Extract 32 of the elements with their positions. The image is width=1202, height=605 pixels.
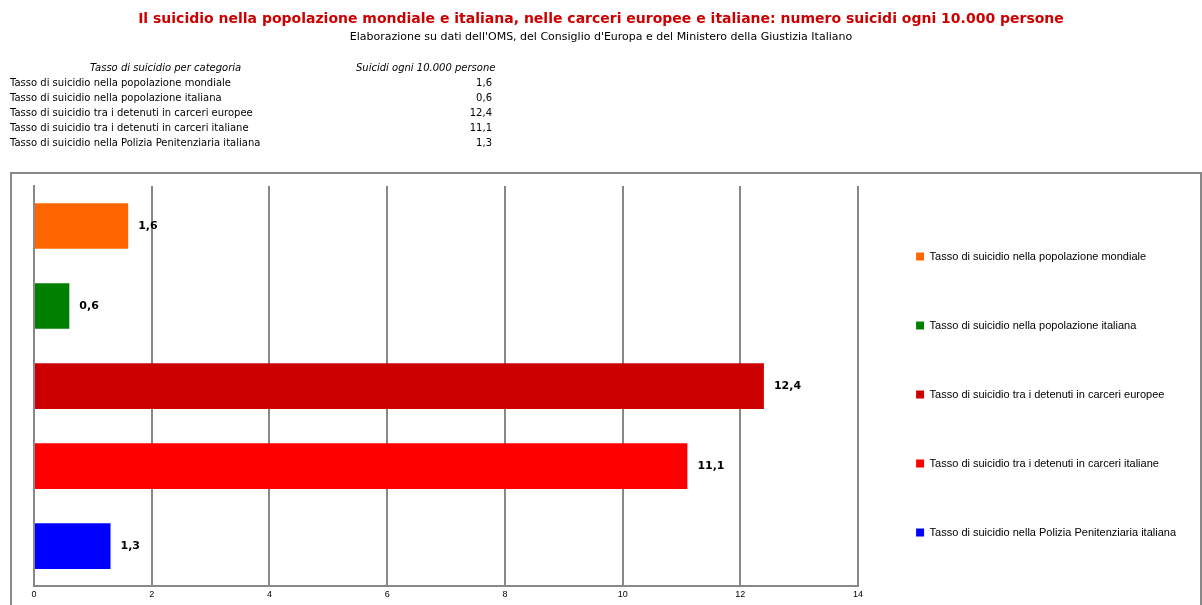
legend-label: Tasso di suicidio tra i detenuti in carceri italiane (929, 456, 1159, 469)
x-tick-label: 12 (735, 589, 746, 600)
text: Suicidi ogni 10.000 persone (355, 62, 497, 75)
text: Tasso di suicidio tra i detenuti in carceri europee (10, 107, 253, 118)
text: Tasso di suicidio nella popolazione mondiale (10, 77, 232, 88)
data-label: 12,4 (773, 378, 802, 392)
text: 1,6 (476, 77, 492, 88)
x-tick-label: 14 (853, 589, 864, 600)
x-tick-label: 10 (617, 589, 628, 600)
chart-title: Il suicidio nella popolazione mondiale e italiana, nelle carceri europee e italiane: numero suicidi ogni 10.000 persone (137, 10, 1065, 26)
x-tick-label: 8 (502, 589, 508, 600)
legend-label: Tasso di suicidio tra i detenuti in carceri europee (929, 387, 1165, 400)
text: 1,3 (476, 137, 492, 148)
data-label: 0,6 (79, 298, 100, 312)
text: Tasso di suicidio nella popolazione italiana (10, 92, 222, 103)
text: 0,6 (476, 92, 492, 103)
data-label: 11,1 (697, 459, 725, 472)
x-tick-label: 4 (266, 589, 272, 600)
legend-label: Tasso di suicidio nella Polizia Penitenziaria italiana (929, 525, 1177, 538)
text: 11,1 (469, 122, 492, 133)
legend-label: Tasso di suicidio nella popolazione mondiale (929, 249, 1147, 262)
x-tick-label: 6 (384, 589, 390, 600)
data-label: 1,6 (138, 218, 159, 232)
text: Tasso di suicidio nella Polizia Penitenziaria italiana (10, 137, 261, 148)
chart-subtitle: Elaborazione su dati dell'OMS, del Consiglio d'Europa e del Ministero della Giustizia Italiano (348, 30, 854, 43)
text: Tasso di suicidio tra i detenuti in carceri italiane (10, 122, 249, 133)
x-tick-label: 0 (31, 589, 37, 600)
x-tick-label: 2 (149, 589, 155, 600)
data-label: 1,3 (120, 539, 141, 553)
legend-label: Tasso di suicidio nella popolazione italiana (929, 318, 1138, 331)
text: 12,4 (469, 107, 492, 118)
text: Tasso di suicidio per categoria (89, 62, 243, 75)
